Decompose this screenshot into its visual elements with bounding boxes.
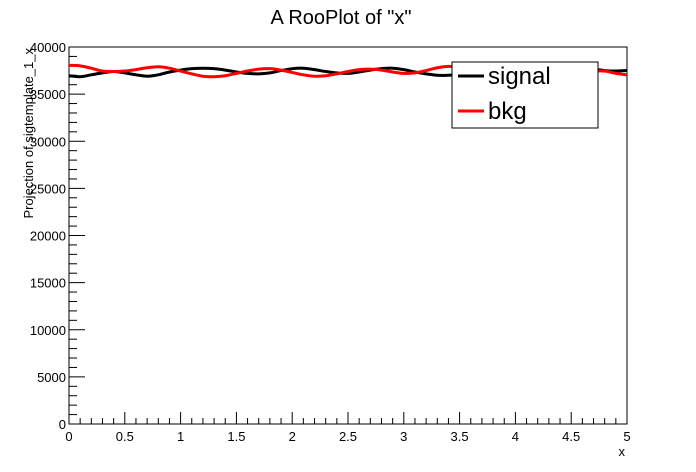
y-tick-label: 10000 (30, 323, 66, 338)
x-tick-label: 1.5 (227, 429, 245, 444)
y-tick-label: 30000 (30, 134, 66, 149)
y-tick-label: 35000 (30, 87, 66, 102)
x-tick-label: 4.5 (562, 429, 580, 444)
chart-title: A RooPlot of "x" (271, 7, 412, 29)
x-tick-label: 2 (289, 429, 296, 444)
legend-entry-bkg: bkg (488, 98, 527, 125)
y-tick-label: 15000 (30, 276, 66, 291)
x-tick-label: 3.5 (451, 429, 469, 444)
legend-box (451, 61, 599, 129)
x-axis-label: x (619, 444, 626, 459)
y-axis-label: Projection of sigtemplate_1_x (21, 48, 36, 219)
legend-entry-signal: signal (488, 63, 551, 90)
x-tick-label: 0.5 (116, 429, 134, 444)
x-tick-label: 2.5 (339, 429, 357, 444)
y-tick-label: 40000 (30, 40, 66, 55)
y-tick-label: 0 (59, 417, 66, 432)
y-tick-label: 5000 (37, 370, 66, 385)
y-tick-label: 25000 (30, 181, 66, 196)
legend: signal bkg (451, 61, 599, 129)
x-tick-label: 5 (623, 429, 630, 444)
x-tick-label: 1 (177, 429, 184, 444)
x-tick-label: 0 (65, 429, 72, 444)
x-tick-label: 4 (512, 429, 519, 444)
x-tick-label: 3 (400, 429, 407, 444)
y-tick-label: 20000 (30, 229, 66, 244)
